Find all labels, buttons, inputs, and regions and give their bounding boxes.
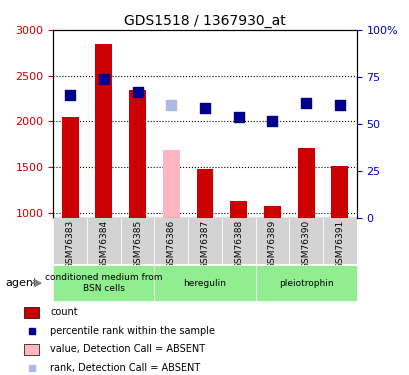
Point — [168, 102, 174, 108]
Text: conditioned medium from
BSN cells: conditioned medium from BSN cells — [45, 273, 162, 293]
FancyBboxPatch shape — [255, 265, 356, 301]
Text: pleiotrophin: pleiotrophin — [278, 279, 333, 288]
FancyBboxPatch shape — [53, 217, 87, 264]
Text: count: count — [50, 307, 77, 317]
Bar — [263, 206, 280, 218]
Bar — [62, 117, 79, 218]
Point — [134, 89, 141, 95]
Text: value, Detection Call = ABSENT: value, Detection Call = ABSENT — [50, 344, 204, 354]
FancyBboxPatch shape — [154, 265, 255, 301]
Bar — [297, 148, 314, 217]
FancyBboxPatch shape — [289, 217, 322, 264]
Bar — [129, 90, 146, 218]
Bar — [196, 169, 213, 217]
Text: rank, Detection Call = ABSENT: rank, Detection Call = ABSENT — [50, 363, 200, 373]
Point — [201, 105, 208, 111]
Text: GSM76387: GSM76387 — [200, 220, 209, 269]
Text: GSM76390: GSM76390 — [301, 220, 310, 269]
Point — [268, 118, 275, 124]
Text: GSM76384: GSM76384 — [99, 220, 108, 269]
Title: GDS1518 / 1367930_at: GDS1518 / 1367930_at — [124, 13, 285, 28]
Bar — [24, 344, 39, 355]
FancyBboxPatch shape — [87, 217, 120, 264]
Text: GSM76383: GSM76383 — [65, 220, 74, 269]
Text: GSM76386: GSM76386 — [166, 220, 175, 269]
Point — [100, 76, 107, 82]
Bar — [95, 44, 112, 218]
Text: agent: agent — [5, 278, 38, 288]
FancyBboxPatch shape — [154, 217, 188, 264]
Point — [302, 100, 309, 106]
FancyBboxPatch shape — [255, 217, 289, 264]
FancyBboxPatch shape — [188, 217, 221, 264]
Point — [235, 114, 241, 120]
FancyBboxPatch shape — [120, 217, 154, 264]
FancyBboxPatch shape — [53, 265, 154, 301]
Text: percentile rank within the sample: percentile rank within the sample — [50, 326, 214, 336]
Bar — [162, 150, 179, 217]
Point — [336, 102, 342, 108]
Bar — [24, 307, 39, 318]
Text: GSM76389: GSM76389 — [267, 220, 276, 269]
FancyBboxPatch shape — [221, 217, 255, 264]
Bar — [330, 166, 347, 218]
Text: GSM76391: GSM76391 — [335, 220, 344, 269]
FancyBboxPatch shape — [322, 217, 356, 264]
Text: GSM76388: GSM76388 — [234, 220, 243, 269]
Text: heregulin: heregulin — [183, 279, 226, 288]
Point — [67, 92, 73, 98]
Bar — [230, 201, 247, 217]
Text: GSM76385: GSM76385 — [133, 220, 142, 269]
